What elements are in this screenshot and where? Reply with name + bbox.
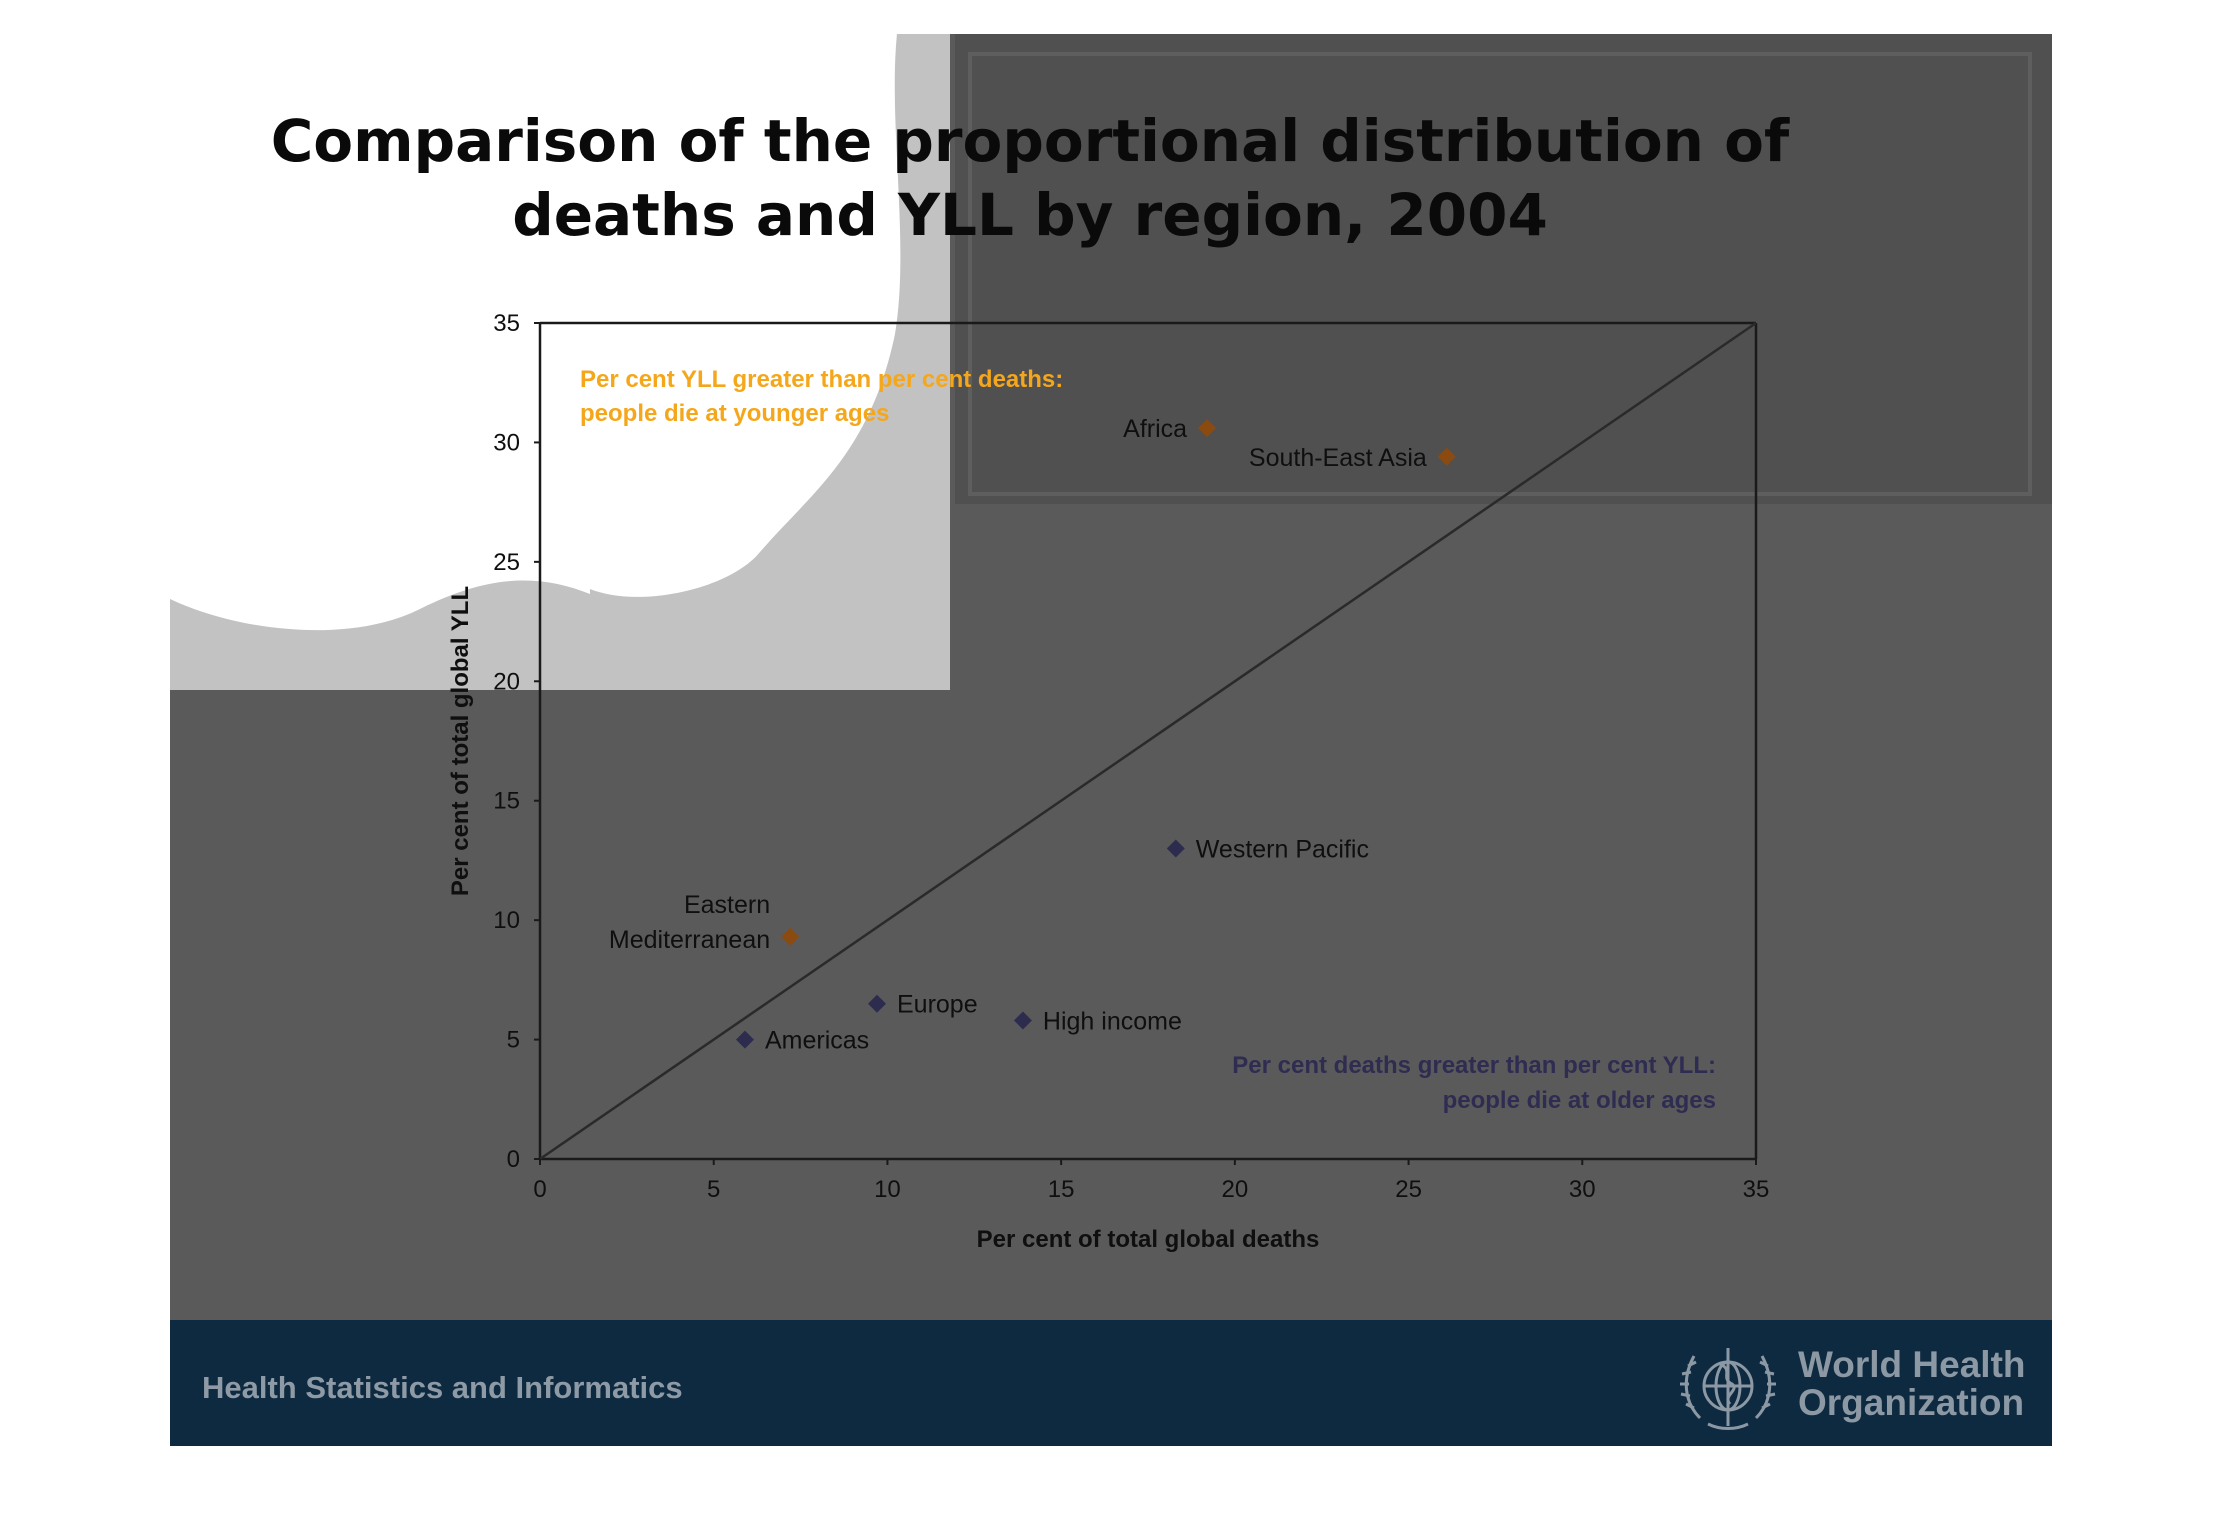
point-label: Africa — [1123, 415, 1187, 443]
title-line-1: Comparison of the proportional distribut… — [270, 107, 1790, 175]
x-tick-label: 10 — [874, 1176, 901, 1203]
annotation-older-line-1: Per cent deaths greater than per cent YL… — [1232, 1052, 1716, 1079]
x-axis-label: Per cent of total global deaths — [977, 1226, 1320, 1253]
point-label: Eastern — [684, 891, 770, 919]
point-marker — [1013, 1011, 1032, 1030]
data-point: High income — [1013, 1007, 1182, 1035]
x-ticks: 0 5 10 15 20 25 30 35 — [533, 1159, 1769, 1203]
y-tick-label: 15 — [493, 788, 520, 815]
x-tick-label: 15 — [1048, 1176, 1075, 1203]
annotation-older-line-2: people die at older ages — [1443, 1087, 1716, 1114]
x-tick-label: 25 — [1395, 1176, 1422, 1203]
x-tick-label: 30 — [1569, 1176, 1596, 1203]
y-tick-label: 0 — [507, 1146, 520, 1173]
annotation-younger-line-1: Per cent YLL greater than per cent death… — [580, 366, 1063, 393]
x-tick-label: 0 — [533, 1176, 546, 1203]
point-label: Mediterranean — [609, 926, 770, 954]
data-point: Africa — [1123, 415, 1217, 443]
x-tick-label: 20 — [1222, 1176, 1249, 1203]
data-point: Americas — [735, 1027, 869, 1055]
data-points: Africa South-East Asia Western Pacific East… — [609, 415, 1456, 1055]
point-marker — [735, 1030, 754, 1049]
footer-bar: Health Statistics and Informatics World … — [170, 1320, 2052, 1446]
point-label: Americas — [765, 1027, 869, 1055]
decorative-shape-white — [170, 34, 901, 631]
data-point: Western Pacific — [1166, 835, 1369, 863]
data-point: Europe — [868, 991, 978, 1019]
organization-name-line-2: Organization — [1798, 1382, 2025, 1423]
annotation-younger-ages: Per cent YLL greater than per cent death… — [580, 366, 1063, 427]
title-line-2: deaths and YLL by region, 2004 — [512, 181, 1548, 249]
background-decoration — [170, 34, 2052, 1446]
point-label: South-East Asia — [1249, 444, 1427, 472]
data-point: Eastern Mediterranean — [609, 891, 800, 954]
who-emblem-icon — [1680, 1348, 1776, 1430]
annotation-younger-line-2: people die at younger ages — [580, 400, 889, 427]
point-marker — [781, 927, 800, 946]
point-marker — [1437, 447, 1456, 466]
x-tick-label: 35 — [1743, 1176, 1770, 1203]
organization-name-line-1: World Health — [1798, 1344, 2026, 1385]
point-label: High income — [1043, 1007, 1182, 1035]
point-label: Europe — [897, 991, 978, 1019]
point-marker — [1166, 839, 1185, 858]
data-point: South-East Asia — [1249, 444, 1456, 472]
scatter-chart: 0 5 10 15 20 25 30 35 0 5 10 15 20 25 30 35 Africa Sout… — [447, 310, 1769, 1253]
y-tick-label: 10 — [493, 907, 520, 934]
organization-name: World Health Organization — [1798, 1346, 2026, 1422]
y-tick-label: 35 — [493, 310, 520, 337]
point-marker — [868, 994, 887, 1013]
y-tick-label: 5 — [507, 1027, 520, 1054]
reference-line — [539, 321, 1757, 1161]
x-tick-label: 5 — [707, 1176, 720, 1203]
slide: Comparison of the proportional distribut… — [170, 34, 2052, 1446]
point-label: Western Pacific — [1196, 835, 1369, 863]
annotation-older-ages: Per cent deaths greater than per cent YL… — [1232, 1052, 1716, 1114]
y-ticks: 0 5 10 15 20 25 30 35 — [493, 310, 540, 1173]
point-marker — [1198, 419, 1217, 438]
y-tick-label: 25 — [493, 549, 520, 576]
slide-title: Comparison of the proportional distribut… — [170, 104, 1890, 252]
y-tick-label: 20 — [493, 668, 520, 695]
y-tick-label: 30 — [493, 429, 520, 456]
footer-department-name: Health Statistics and Informatics — [202, 1370, 683, 1405]
y-axis-label: Per cent of total global YLL — [447, 586, 474, 896]
